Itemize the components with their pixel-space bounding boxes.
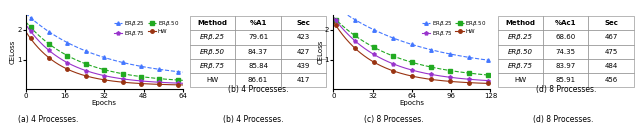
Text: (d) 8 Processes.: (d) 8 Processes. — [533, 115, 593, 123]
Text: (b) 4 Processes.: (b) 4 Processes. — [223, 115, 283, 123]
Y-axis label: CELoss: CELoss — [317, 39, 323, 64]
Title: (b) 4 Processes.: (b) 4 Processes. — [228, 85, 288, 94]
Legend: ER$\beta$.25, ER$\beta$.75, ER$\beta$.50, HW: ER$\beta$.25, ER$\beta$.75, ER$\beta$.50… — [113, 18, 180, 39]
Text: (a) 4 Processes.: (a) 4 Processes. — [18, 115, 78, 123]
X-axis label: Epochs: Epochs — [399, 100, 424, 106]
X-axis label: Epochs: Epochs — [92, 100, 116, 106]
Y-axis label: CELoss: CELoss — [10, 39, 15, 64]
Text: (c) 8 Processes.: (c) 8 Processes. — [364, 115, 424, 123]
Title: (d) 8 Processes.: (d) 8 Processes. — [536, 85, 596, 94]
Legend: ER$\beta$.25, ER$\beta$.75, ER$\beta$.50, HW: ER$\beta$.25, ER$\beta$.75, ER$\beta$.50… — [420, 18, 488, 39]
